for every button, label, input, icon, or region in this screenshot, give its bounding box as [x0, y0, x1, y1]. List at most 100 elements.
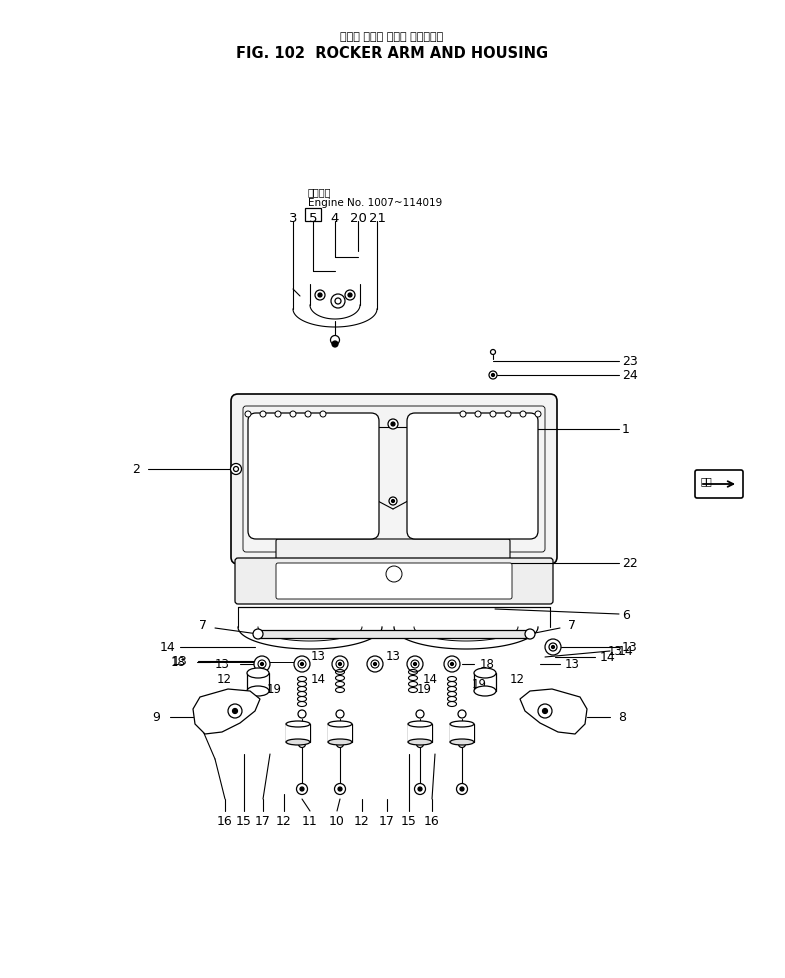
Text: 12: 12 — [217, 673, 232, 686]
Circle shape — [315, 290, 325, 300]
Text: 18: 18 — [480, 658, 495, 671]
Circle shape — [245, 412, 251, 418]
Text: 17: 17 — [379, 815, 395, 827]
Text: 10: 10 — [329, 815, 345, 827]
Text: 22: 22 — [622, 556, 637, 570]
Bar — [258, 631, 530, 639]
Text: Engine No. 1007~114019: Engine No. 1007~114019 — [308, 198, 442, 207]
Circle shape — [345, 290, 355, 300]
Text: 16: 16 — [217, 815, 233, 827]
FancyBboxPatch shape — [248, 414, 379, 540]
Circle shape — [388, 420, 398, 429]
Text: 12: 12 — [354, 815, 370, 827]
Circle shape — [535, 412, 541, 418]
Text: 19: 19 — [472, 678, 487, 690]
Circle shape — [525, 630, 535, 640]
Text: ロッカ アーム および ハウジング: ロッカ アーム および ハウジング — [341, 32, 444, 42]
Circle shape — [489, 372, 497, 379]
Text: 1: 1 — [622, 423, 630, 436]
Circle shape — [336, 710, 344, 718]
Text: 8: 8 — [618, 711, 626, 724]
Text: 13: 13 — [171, 655, 187, 668]
Circle shape — [460, 787, 464, 791]
Text: FIG. 102  ROCKER ARM AND HOUSING: FIG. 102 ROCKER ARM AND HOUSING — [236, 45, 548, 61]
Ellipse shape — [450, 721, 474, 728]
Circle shape — [320, 412, 326, 418]
Circle shape — [233, 467, 239, 472]
Text: 18: 18 — [171, 656, 186, 669]
Text: 16: 16 — [424, 815, 440, 827]
Text: 14: 14 — [311, 673, 326, 686]
Circle shape — [301, 663, 304, 666]
Text: 14: 14 — [618, 645, 633, 658]
Text: 20: 20 — [349, 211, 367, 224]
Text: 4: 4 — [330, 211, 339, 224]
Ellipse shape — [328, 721, 352, 728]
Circle shape — [297, 783, 308, 795]
Polygon shape — [520, 689, 587, 734]
Bar — [450, 725, 474, 742]
Circle shape — [418, 787, 422, 791]
Circle shape — [458, 710, 466, 718]
Circle shape — [389, 498, 397, 506]
Circle shape — [538, 704, 552, 718]
Circle shape — [520, 412, 526, 418]
Ellipse shape — [474, 668, 496, 679]
Text: 14: 14 — [159, 641, 175, 654]
Text: 7: 7 — [568, 619, 576, 632]
Circle shape — [457, 783, 468, 795]
Circle shape — [371, 660, 379, 668]
Polygon shape — [193, 689, 260, 734]
Circle shape — [348, 293, 352, 297]
Circle shape — [298, 710, 306, 718]
Bar — [286, 725, 310, 742]
Circle shape — [491, 375, 495, 378]
Text: 15: 15 — [236, 815, 252, 827]
Text: 13: 13 — [565, 658, 580, 671]
Text: 7: 7 — [199, 619, 207, 632]
Text: 6: 6 — [622, 609, 630, 622]
Circle shape — [290, 412, 296, 418]
Text: 9: 9 — [152, 711, 160, 724]
Circle shape — [338, 663, 341, 666]
Circle shape — [490, 412, 496, 418]
Ellipse shape — [286, 739, 310, 745]
Ellipse shape — [408, 721, 432, 728]
Circle shape — [294, 656, 310, 672]
Text: 23: 23 — [622, 355, 637, 368]
Ellipse shape — [408, 739, 432, 745]
Circle shape — [458, 740, 466, 748]
Bar — [305, 208, 321, 222]
Text: 11: 11 — [302, 815, 318, 827]
Circle shape — [298, 740, 305, 748]
Circle shape — [414, 783, 425, 795]
FancyBboxPatch shape — [276, 563, 512, 600]
Circle shape — [552, 645, 554, 648]
Circle shape — [337, 740, 344, 748]
FancyBboxPatch shape — [231, 394, 557, 564]
Circle shape — [275, 412, 281, 418]
Text: 2: 2 — [132, 463, 140, 476]
Circle shape — [367, 656, 383, 672]
FancyBboxPatch shape — [276, 540, 510, 561]
Bar — [408, 725, 432, 742]
Circle shape — [254, 656, 270, 672]
Text: 12: 12 — [276, 815, 292, 827]
Circle shape — [374, 663, 377, 666]
Circle shape — [505, 412, 511, 418]
Circle shape — [336, 660, 344, 668]
Circle shape — [253, 630, 263, 640]
Text: 適用手続: 適用手続 — [308, 187, 331, 197]
Circle shape — [334, 783, 345, 795]
Circle shape — [338, 787, 342, 791]
Text: 21: 21 — [368, 211, 385, 224]
Circle shape — [416, 710, 424, 718]
FancyBboxPatch shape — [407, 414, 538, 540]
Circle shape — [258, 660, 266, 668]
Circle shape — [391, 422, 395, 426]
Text: 19: 19 — [417, 683, 432, 695]
Text: 13: 13 — [608, 645, 623, 658]
Circle shape — [335, 298, 341, 305]
Ellipse shape — [328, 739, 352, 745]
Circle shape — [392, 500, 395, 503]
